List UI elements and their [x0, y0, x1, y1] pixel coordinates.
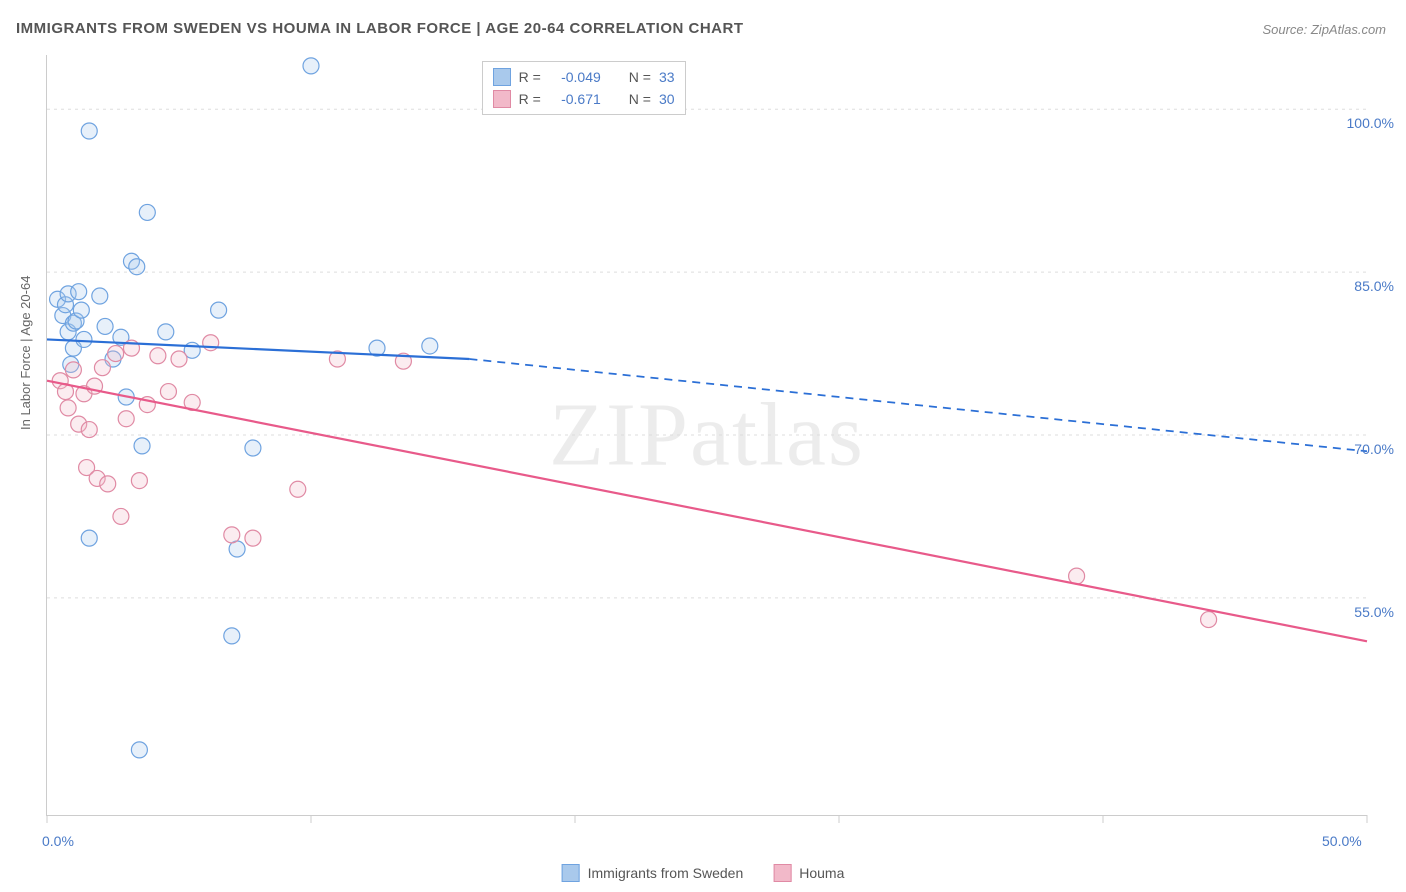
r-label: R =: [519, 69, 541, 85]
series-legend: Immigrants from Sweden Houma: [562, 864, 845, 882]
n-value: 30: [659, 91, 675, 107]
swatch-icon: [493, 90, 511, 108]
r-value: -0.049: [549, 69, 601, 85]
y-tick-label: 70.0%: [1354, 441, 1394, 457]
r-label: R =: [519, 91, 541, 107]
legend-item: Immigrants from Sweden: [562, 864, 744, 882]
plot-svg: [47, 55, 1367, 815]
y-tick-label: 100.0%: [1347, 115, 1394, 131]
correlation-legend: R = -0.049 N = 33 R = -0.671 N = 30: [482, 61, 686, 115]
source-attribution: Source: ZipAtlas.com: [1262, 22, 1386, 37]
y-tick-label: 55.0%: [1354, 604, 1394, 620]
legend-label: Houma: [799, 865, 844, 881]
x-tick-label: 50.0%: [1322, 833, 1362, 849]
chart-title: IMMIGRANTS FROM SWEDEN VS HOUMA IN LABOR…: [16, 20, 744, 37]
legend-item: Houma: [773, 864, 844, 882]
n-label: N =: [629, 69, 651, 85]
r-value: -0.671: [549, 91, 601, 107]
y-tick-label: 85.0%: [1354, 278, 1394, 294]
plot-area: ZIPatlas: [46, 55, 1367, 816]
n-label: N =: [629, 91, 651, 107]
n-value: 33: [659, 69, 675, 85]
legend-row: R = -0.049 N = 33: [493, 66, 675, 88]
legend-label: Immigrants from Sweden: [588, 865, 744, 881]
legend-row: R = -0.671 N = 30: [493, 88, 675, 110]
x-tick-label: 0.0%: [42, 833, 74, 849]
chart-container: IMMIGRANTS FROM SWEDEN VS HOUMA IN LABOR…: [0, 0, 1406, 892]
swatch-icon: [562, 864, 580, 882]
swatch-icon: [773, 864, 791, 882]
y-axis-label: In Labor Force | Age 20-64: [18, 276, 33, 430]
swatch-icon: [493, 68, 511, 86]
